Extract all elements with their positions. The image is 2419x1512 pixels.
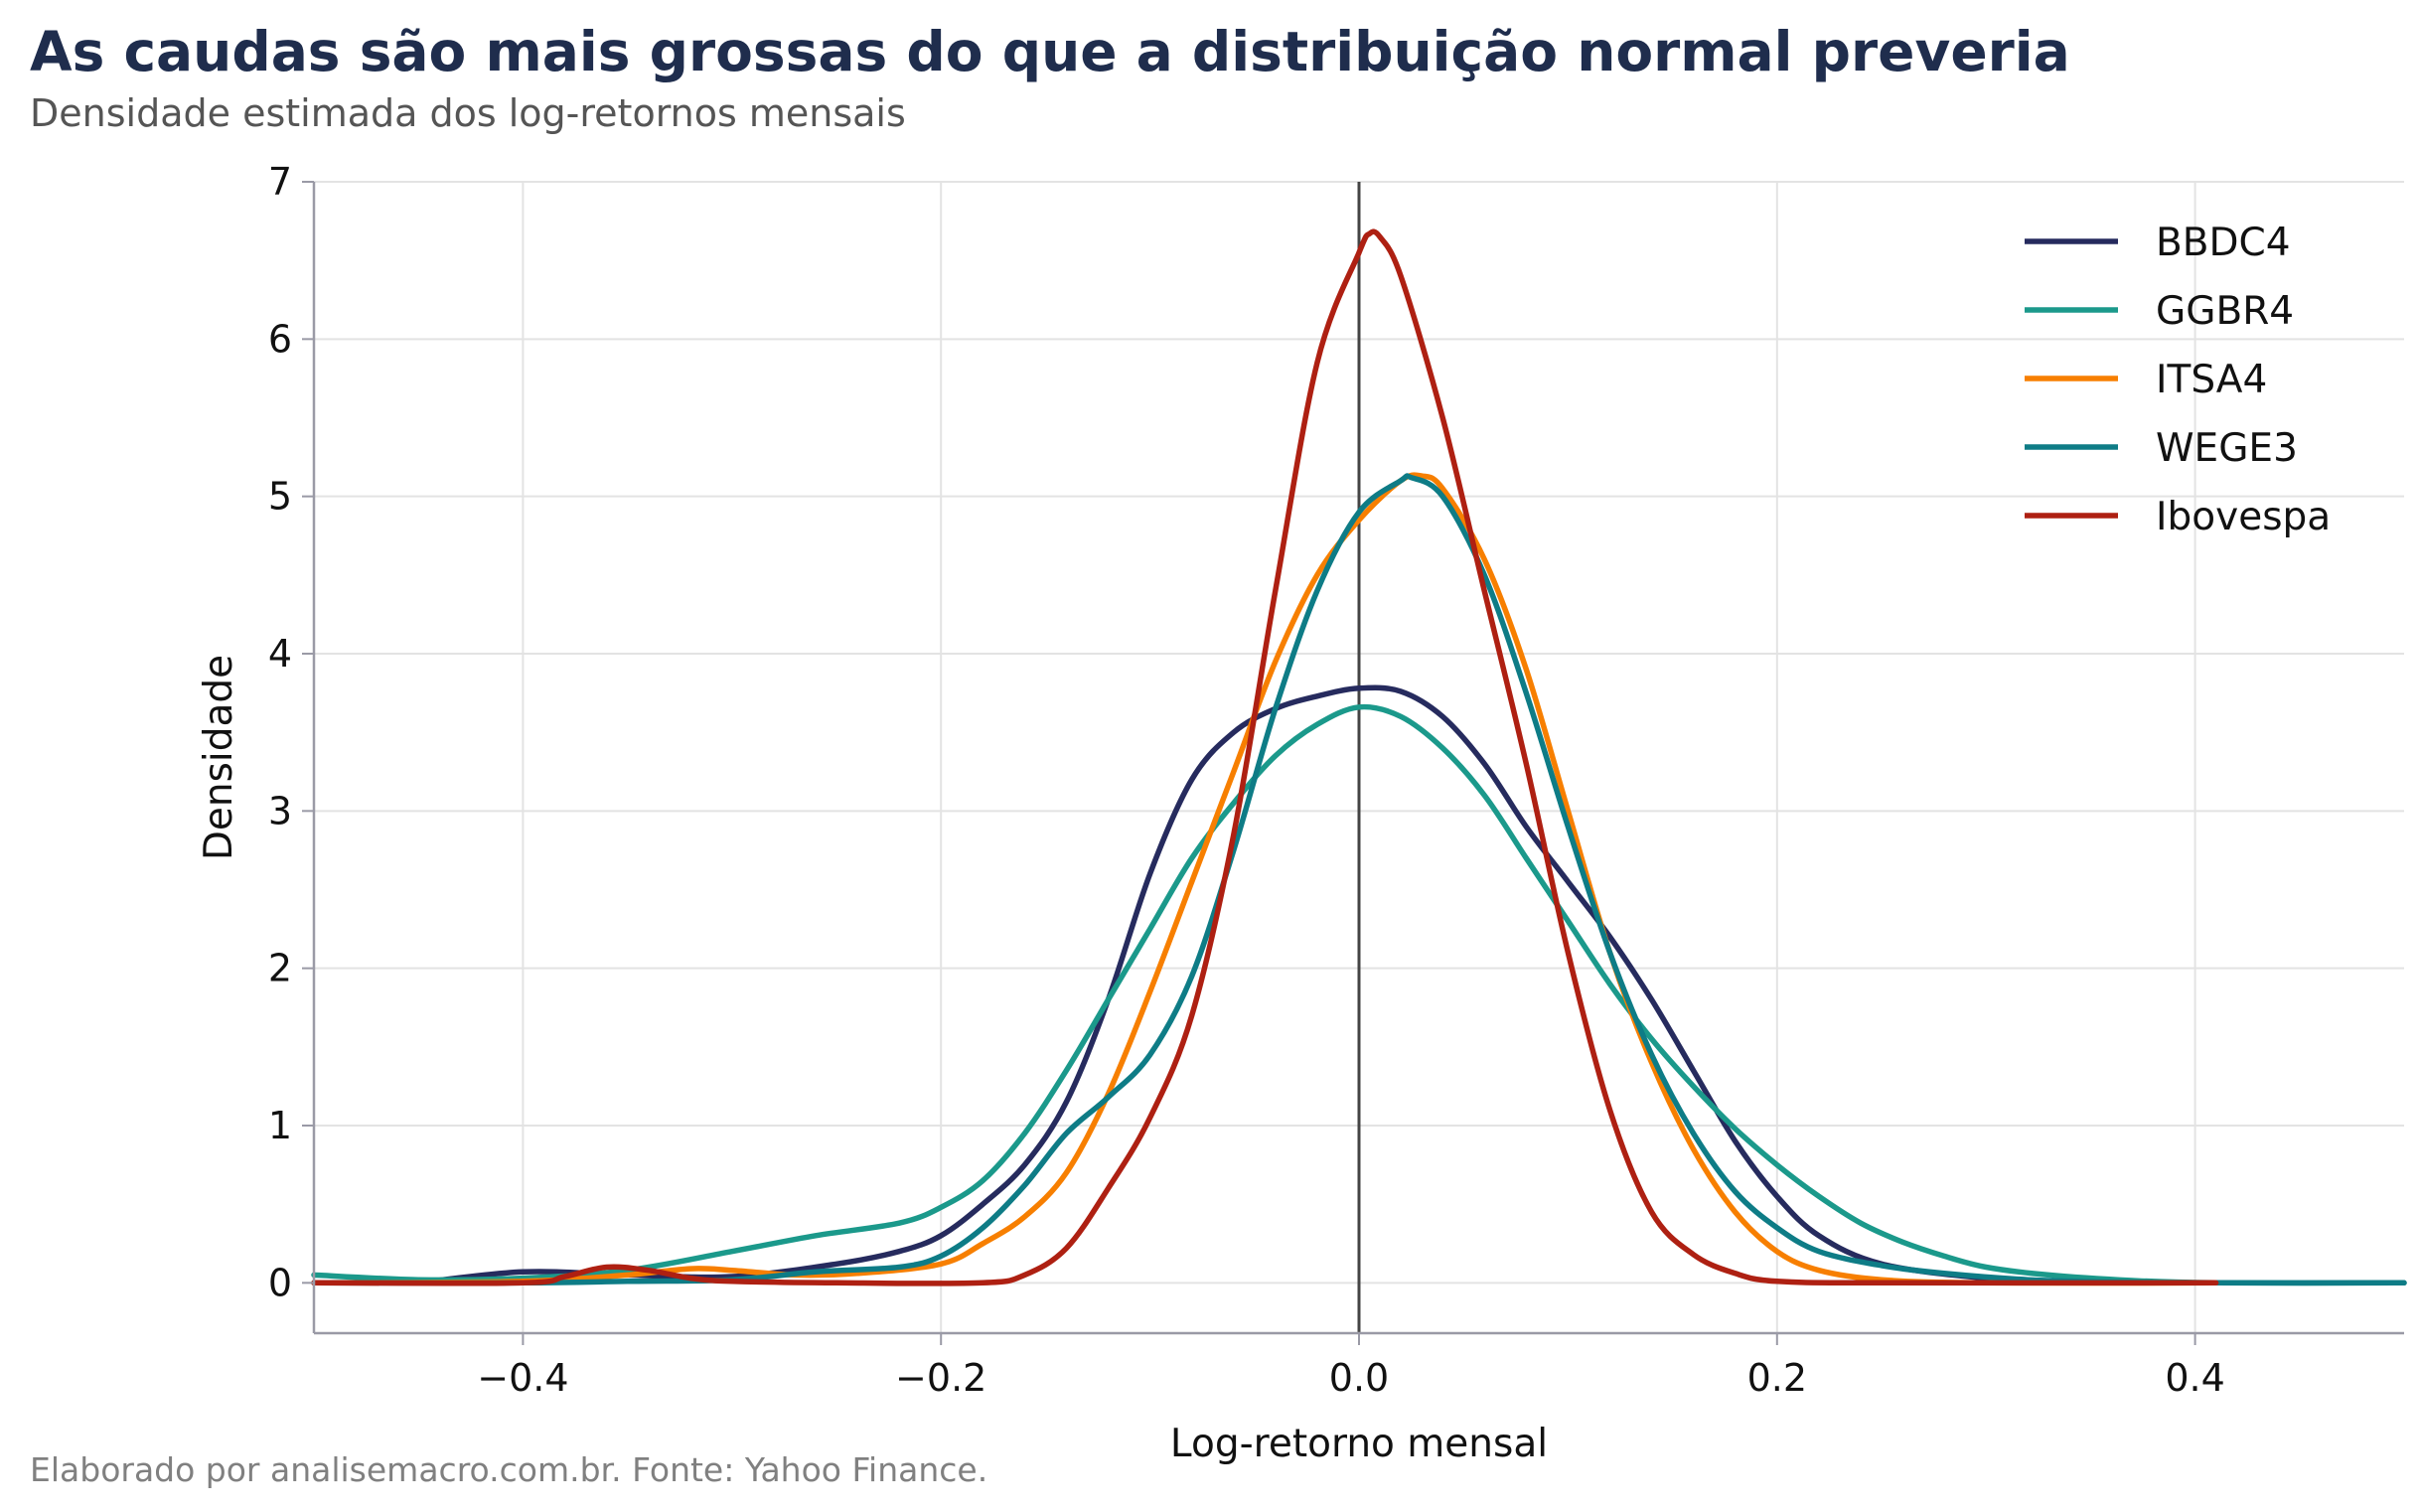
series-lines: [311, 228, 2407, 1286]
chart-title: As caudas são mais grossas do que a dist…: [30, 20, 2070, 83]
y-tick-label: 1: [268, 1104, 292, 1147]
source-caption: Elaborado por analisemacro.com.br. Fonte…: [30, 1450, 988, 1489]
y-tick-label: 2: [268, 947, 292, 990]
series-line-bbdc4: [415, 684, 2219, 1286]
x-tick-label: 0.0: [1329, 1356, 1389, 1400]
x-tick-label: 0.4: [2165, 1356, 2224, 1400]
x-tick-label: −0.4: [477, 1356, 568, 1400]
x-axis-label: Log-retorno mensal: [1170, 1422, 1548, 1466]
legend-label-bbdc4: BBDC4: [2156, 221, 2291, 265]
legend-label-wege3: WEGE3: [2156, 426, 2298, 471]
legend-label-ggbr4: GGBR4: [2156, 289, 2294, 334]
x-tick-label: −0.2: [895, 1356, 986, 1400]
series-line-wege3: [311, 473, 2407, 1286]
y-tick-label: 5: [268, 475, 292, 519]
y-tick-label: 7: [268, 160, 292, 204]
tick-labels: 0 1 2 3 4 5 6 7 −0.4 −0.2 0.0 0.2 0.4: [268, 160, 2225, 1400]
series-line-ibovespa: [311, 228, 2219, 1286]
legend-label-itsa4: ITSA4: [2156, 358, 2267, 402]
y-tick-label: 4: [268, 632, 292, 676]
legend: BBDC4 GGBR4 ITSA4 WEGE3 Ibovespa: [2025, 221, 2331, 539]
y-tick-label: 3: [268, 789, 292, 832]
chart-subtitle: Densidade estimada dos log-retornos mens…: [30, 91, 906, 135]
y-axis-label: Densidade: [197, 655, 241, 860]
legend-label-ibovespa: Ibovespa: [2156, 495, 2331, 539]
axes: [302, 181, 2404, 1345]
y-tick-label: 0: [268, 1261, 292, 1304]
series-line-itsa4: [311, 472, 2219, 1286]
y-tick-label: 6: [268, 317, 292, 361]
x-tick-label: 0.2: [1747, 1356, 1807, 1400]
series-line-ggbr4: [311, 703, 2407, 1286]
